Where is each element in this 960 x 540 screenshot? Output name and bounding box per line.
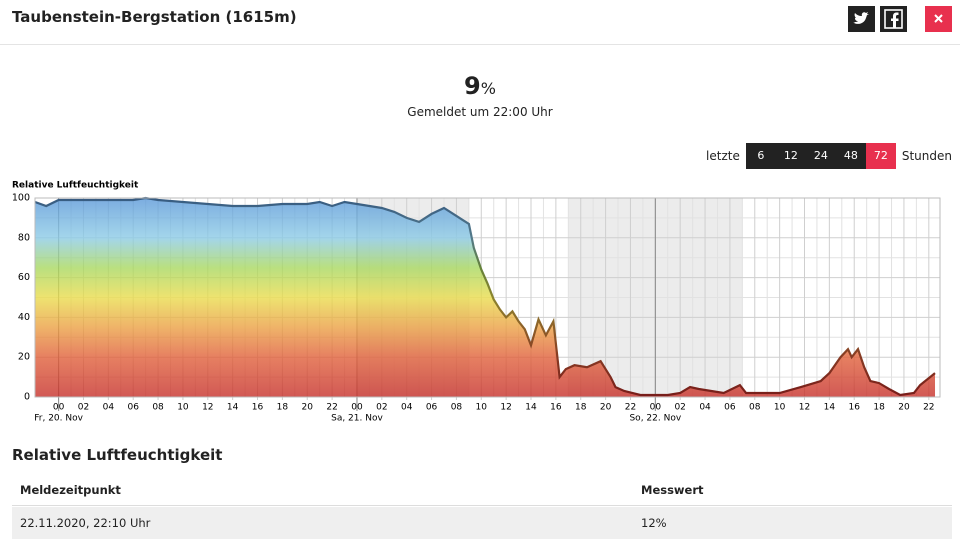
x-tick-label: 02 <box>674 403 685 413</box>
table-row <box>12 507 952 539</box>
table-header <box>12 476 952 506</box>
x-tick-label: 08 <box>451 403 463 413</box>
day-label: Fr, 20. Nov <box>34 414 83 424</box>
x-tick-label: 08 <box>152 403 164 413</box>
x-tick-label: 06 <box>127 403 139 413</box>
close-button[interactable] <box>925 6 952 32</box>
range-option[interactable]: 12 <box>775 143 806 169</box>
x-tick-label: 22 <box>625 403 636 413</box>
x-tick-label: 12 <box>500 403 511 413</box>
x-tick-label: 14 <box>227 403 239 413</box>
column-header: Meldezeitpunkt <box>20 483 121 497</box>
twitter-button[interactable] <box>848 6 875 32</box>
line <box>34 196 936 397</box>
plot-frame <box>34 197 941 398</box>
header <box>0 0 960 45</box>
x-tick-label: 16 <box>848 403 860 413</box>
x-tick-label: 18 <box>575 403 587 413</box>
x-tick-label: 20 <box>600 403 612 413</box>
x-tick-label: 12 <box>799 403 810 413</box>
range-option[interactable]: 24 <box>805 143 836 169</box>
x-tick-label: 10 <box>177 403 189 413</box>
x-tick-label: 04 <box>699 403 711 413</box>
unit: % <box>480 79 496 98</box>
x-tick-label: 22 <box>326 403 337 413</box>
x-tick-label: 20 <box>302 403 314 413</box>
x-tick-label: 18 <box>873 403 885 413</box>
y-tick-label: 0 <box>24 392 30 403</box>
report-time: Gemeldet um 22:00 Uhr <box>407 105 553 119</box>
x-tick-label: 14 <box>824 403 836 413</box>
range-option[interactable]: 48 <box>835 143 866 169</box>
day-label: Sa, 21. Nov <box>331 414 383 424</box>
x-tick-label: 02 <box>376 403 387 413</box>
facebook-button[interactable] <box>880 6 907 32</box>
x-tick-label: 02 <box>78 403 89 413</box>
x-tick-label: 14 <box>525 403 537 413</box>
column-header: Messwert <box>641 483 704 497</box>
x-tick-label: 08 <box>749 403 761 413</box>
range-suffix: Stunden <box>901 149 952 163</box>
x-tick-label: 12 <box>202 403 213 413</box>
y-tick-label: 100 <box>12 193 30 204</box>
range-option[interactable]: 6 <box>745 143 776 169</box>
table-title: Relative Luftfeuchtigkeit <box>12 446 223 464</box>
x-tick-label: 16 <box>252 403 264 413</box>
current-value: 9% <box>0 72 960 100</box>
day-label: So, 22. Nov <box>629 414 681 424</box>
x-tick-label: 10 <box>774 403 786 413</box>
y-axis-label: Relative Luftfeuchtigkeit <box>12 181 139 191</box>
y-tick-label: 40 <box>18 312 30 323</box>
x-tick-label: 06 <box>426 403 438 413</box>
x-tick-label: 04 <box>103 403 115 413</box>
value: 9 <box>464 72 481 100</box>
y-tick-label: 20 <box>18 352 30 363</box>
x-tick-label: 16 <box>550 403 562 413</box>
range-option[interactable]: 72 <box>865 143 896 169</box>
x-tick-label: 22 <box>923 403 934 413</box>
y-tick-label: 60 <box>18 272 30 283</box>
station-title: Taubenstein-Bergstation (1615m) <box>12 8 297 26</box>
range-prefix: letzte <box>706 149 740 163</box>
range-selector: letzte 6 12 24 48 72 Stunden <box>600 143 952 169</box>
cell: 22.11.2020, 22:10 Uhr <box>20 516 151 530</box>
x-tick-label: 06 <box>724 403 736 413</box>
x-tick-label: 04 <box>401 403 413 413</box>
area <box>35 198 936 397</box>
x-tick-label: 10 <box>476 403 488 413</box>
x-tick-label: 18 <box>277 403 289 413</box>
y-tick-label: 80 <box>18 232 30 243</box>
cell: 12% <box>641 516 667 530</box>
x-tick-label: 20 <box>898 403 910 413</box>
